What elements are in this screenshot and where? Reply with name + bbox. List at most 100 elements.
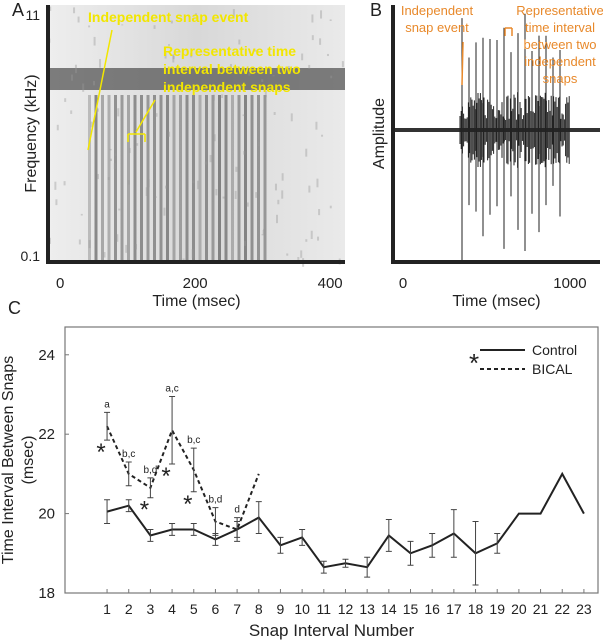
error-bar [104, 499, 111, 525]
x-tick-label: 16 [424, 601, 440, 617]
speckle [242, 114, 245, 117]
stripe [263, 95, 267, 260]
sig-letter: d [234, 505, 240, 516]
error-bar [277, 536, 284, 554]
speckle [277, 199, 280, 205]
annotation: Representative [516, 3, 603, 18]
speckle [317, 236, 320, 241]
speckle [276, 214, 279, 224]
speckle [96, 108, 99, 112]
annotation-line [461, 41, 464, 86]
speckle [172, 54, 175, 63]
speckle [118, 208, 121, 211]
speckle [290, 113, 293, 122]
y-tick-label: 18 [38, 585, 55, 602]
speckle [194, 13, 197, 16]
stripe [101, 95, 104, 260]
speckle [341, 61, 344, 68]
speckle [55, 199, 58, 206]
y-axis-label: Time Interval Between Snaps [0, 356, 17, 564]
panel-label: B [370, 0, 382, 20]
speckle [243, 150, 246, 155]
stripe [107, 95, 111, 260]
series-line [106, 425, 260, 531]
speckle [136, 143, 139, 146]
speckle [49, 6, 52, 11]
speckle [320, 10, 323, 19]
speckle [88, 240, 91, 249]
x-tick-label: 14 [381, 601, 397, 617]
speckle [121, 24, 124, 26]
speckle [316, 178, 319, 188]
speckle [319, 38, 322, 45]
speckle [99, 59, 102, 68]
speckle [246, 202, 249, 207]
annotation: Representative time [163, 43, 296, 59]
speckle [204, 161, 207, 165]
legend-note: * [469, 348, 479, 378]
speckle [165, 185, 168, 189]
speckle [96, 173, 99, 180]
speckle [212, 201, 215, 211]
speckle [116, 234, 119, 242]
error-bar [299, 528, 306, 546]
speckle [212, 127, 215, 137]
speckle [261, 234, 264, 236]
speckle [215, 189, 218, 196]
x-tick-label: 1000 [553, 275, 586, 292]
spectrogram-stripes [48, 6, 344, 267]
speckle [90, 121, 93, 128]
x-tick-label: 8 [255, 601, 263, 617]
x-tick-label: 5 [190, 601, 198, 617]
speckle [330, 75, 333, 79]
stripe [205, 95, 208, 260]
speckle [63, 181, 66, 186]
speckle [109, 148, 112, 151]
speckle [229, 64, 232, 71]
error-bar [472, 521, 479, 586]
error-bar [364, 556, 371, 578]
error-bar [450, 509, 457, 558]
stripe [257, 95, 260, 260]
speckle [134, 244, 137, 250]
x-tick-label: 1 [103, 601, 111, 617]
x-tick-label: 200 [183, 275, 208, 292]
annotation: Independent [401, 3, 474, 18]
x-tick-label: 9 [277, 601, 285, 617]
stripe [153, 95, 156, 260]
speckle [315, 121, 318, 130]
annotation: independent snaps [163, 79, 291, 95]
speckle [257, 141, 260, 147]
speckle [287, 66, 290, 75]
y-tick-label: 0.1 [21, 248, 41, 264]
speckle [263, 228, 266, 231]
speckle [56, 124, 59, 131]
x-tick-label: 17 [446, 601, 462, 617]
speckle [272, 75, 275, 77]
x-axis-label: Snap Interval Number [249, 621, 415, 640]
speckle [80, 213, 83, 216]
sig-letter: b,d [208, 495, 222, 506]
speckle [305, 148, 308, 157]
stripe [114, 95, 117, 260]
stripe [172, 95, 176, 260]
stripe [88, 95, 91, 260]
stripe [244, 95, 247, 260]
speckle [281, 173, 284, 181]
error-bar [125, 461, 132, 487]
error-bar [190, 447, 197, 493]
speckle [168, 131, 171, 137]
speckle [192, 180, 195, 184]
stripe [198, 95, 202, 260]
stripe [146, 95, 150, 260]
stripe [237, 95, 241, 260]
speckle [113, 163, 116, 170]
speckle [74, 64, 77, 74]
x-tick-label: 21 [533, 601, 549, 617]
annotation-line [87, 29, 113, 151]
sig-letter: a,c [165, 383, 178, 394]
error-bar [104, 411, 111, 441]
error-bar [212, 507, 219, 536]
error-bar [407, 540, 414, 566]
speckle [310, 230, 313, 239]
